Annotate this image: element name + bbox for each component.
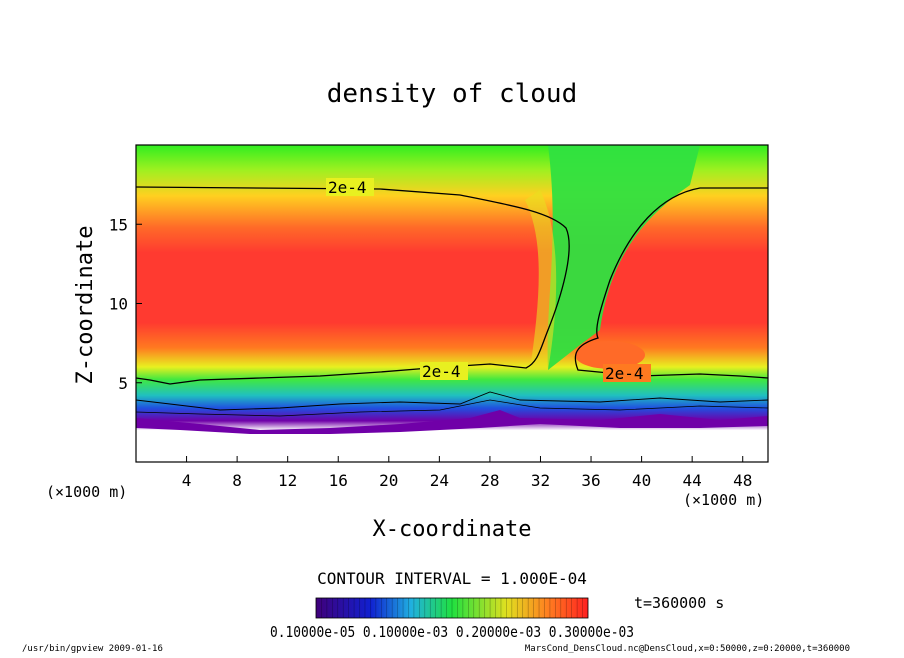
x-tick-label: 32 bbox=[531, 471, 550, 490]
x-tick-label: 28 bbox=[480, 471, 499, 490]
y-axis-label: Z-coordinate bbox=[73, 226, 98, 385]
x-tick-label: 44 bbox=[683, 471, 702, 490]
x-units-label: (×1000 m) bbox=[683, 491, 764, 509]
x-tick-label: 8 bbox=[232, 471, 242, 490]
contour-label-bg bbox=[420, 362, 468, 380]
chart-title: density of cloud bbox=[327, 79, 577, 109]
footer-left: /usr/bin/gpview 2009-01-16 bbox=[22, 644, 163, 654]
updraft-column bbox=[547, 145, 700, 370]
colorbar-stripes bbox=[321, 598, 583, 618]
y-units-label: (×1000 m) bbox=[46, 483, 127, 501]
y-tick-label: 5 bbox=[118, 374, 128, 393]
x-tick-label: 20 bbox=[379, 471, 398, 490]
contour-line-right bbox=[574, 187, 769, 379]
contour-label: 2e-4 bbox=[422, 362, 461, 381]
time-label: t=360000 s bbox=[634, 594, 724, 612]
contour-line-upper bbox=[135, 186, 570, 385]
x-axis-label: X-coordinate bbox=[373, 517, 532, 542]
x-axis: 4 8 12 16 20 24 28 32 36 40 44 48 bbox=[182, 456, 752, 490]
contour-label: 2e-4 bbox=[605, 364, 644, 383]
colorbar-label: 0.10000e-05 0.10000e-03 0.20000e-03 0.30… bbox=[270, 623, 634, 641]
footer-right: MarsCond_DensCloud.nc@DensCloud,x=0:5000… bbox=[525, 644, 850, 654]
contour-label: 2e-4 bbox=[328, 178, 367, 197]
contour-label-bg bbox=[603, 364, 651, 382]
contour-line-base bbox=[135, 399, 769, 417]
x-tick-label: 24 bbox=[430, 471, 449, 490]
colorbar bbox=[315, 597, 589, 619]
x-tick-label: 40 bbox=[632, 471, 651, 490]
x-tick-label: 36 bbox=[581, 471, 600, 490]
cloud-blob bbox=[575, 341, 645, 369]
x-tick-label: 48 bbox=[733, 471, 752, 490]
x-tick-label: 12 bbox=[278, 471, 297, 490]
cloud-base bbox=[136, 410, 768, 434]
y-axis: 5 10 15 bbox=[109, 215, 142, 393]
x-tick-label: 16 bbox=[329, 471, 348, 490]
updraft-edge bbox=[525, 190, 557, 370]
contour-interval: CONTOUR INTERVAL = 1.000E-04 bbox=[317, 569, 587, 588]
contour-label-bg bbox=[326, 178, 374, 196]
y-tick-label: 15 bbox=[109, 215, 128, 234]
y-tick-label: 10 bbox=[109, 295, 128, 314]
x-tick-label: 4 bbox=[182, 471, 192, 490]
contour-line-lower bbox=[135, 391, 769, 411]
